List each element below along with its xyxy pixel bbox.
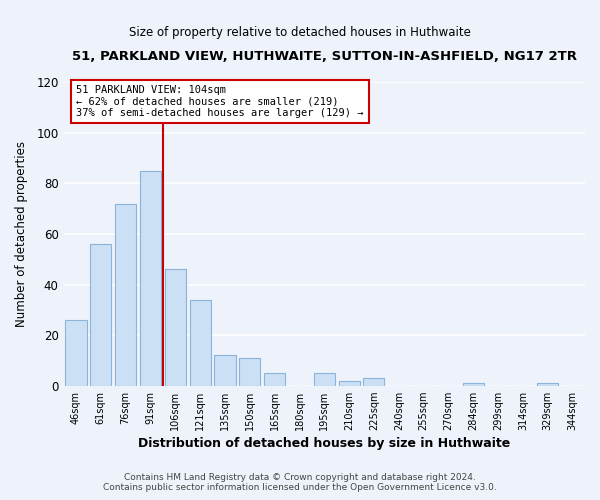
Text: Contains HM Land Registry data © Crown copyright and database right 2024.
Contai: Contains HM Land Registry data © Crown c… bbox=[103, 473, 497, 492]
Y-axis label: Number of detached properties: Number of detached properties bbox=[15, 141, 28, 327]
Text: Size of property relative to detached houses in Huthwaite: Size of property relative to detached ho… bbox=[129, 26, 471, 39]
Bar bbox=[314, 373, 335, 386]
Bar bbox=[463, 383, 484, 386]
Title: 51, PARKLAND VIEW, HUTHWAITE, SUTTON-IN-ASHFIELD, NG17 2TR: 51, PARKLAND VIEW, HUTHWAITE, SUTTON-IN-… bbox=[72, 50, 577, 63]
Bar bbox=[239, 358, 260, 386]
Bar bbox=[214, 356, 236, 386]
Bar bbox=[115, 204, 136, 386]
Bar bbox=[65, 320, 86, 386]
X-axis label: Distribution of detached houses by size in Huthwaite: Distribution of detached houses by size … bbox=[138, 437, 511, 450]
Bar bbox=[190, 300, 211, 386]
Bar bbox=[140, 170, 161, 386]
Bar bbox=[90, 244, 112, 386]
Bar bbox=[338, 380, 359, 386]
Bar bbox=[537, 383, 559, 386]
Bar bbox=[264, 373, 285, 386]
Text: 51 PARKLAND VIEW: 104sqm
← 62% of detached houses are smaller (219)
37% of semi-: 51 PARKLAND VIEW: 104sqm ← 62% of detach… bbox=[76, 85, 364, 118]
Bar bbox=[364, 378, 385, 386]
Bar bbox=[165, 270, 186, 386]
